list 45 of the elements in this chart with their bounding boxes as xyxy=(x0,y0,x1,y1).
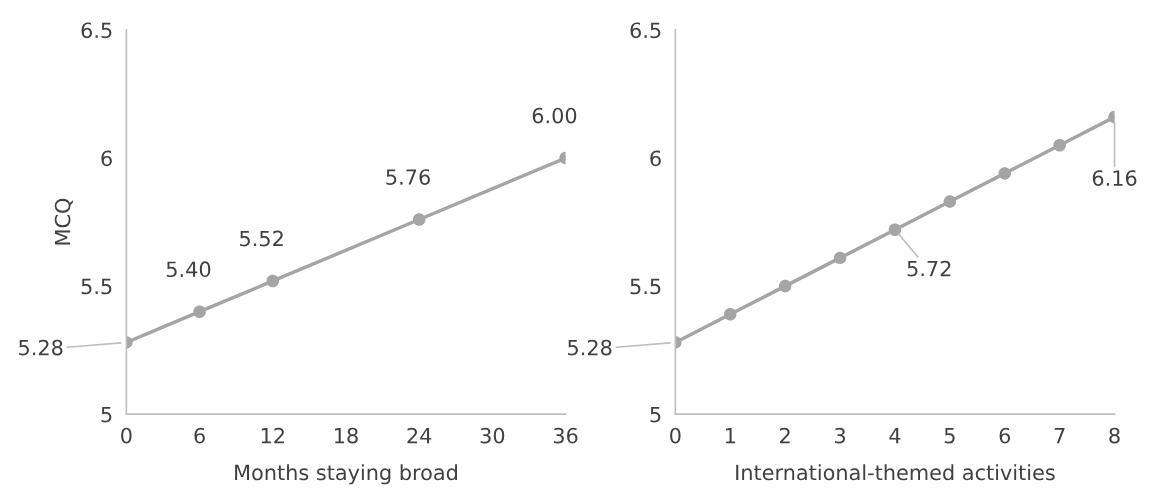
y-axis-title: MCQ xyxy=(54,198,73,245)
x-tick-label: 6 xyxy=(999,427,1011,444)
y-tick-label: 5.5 xyxy=(630,278,661,295)
data-label: 5.28 xyxy=(568,339,612,356)
x-tick-label: 30 xyxy=(480,427,505,444)
point xyxy=(1053,138,1066,152)
data-label: 5.76 xyxy=(386,169,430,185)
data-label: 5.28 xyxy=(19,339,63,356)
x-tick-label: 2 xyxy=(780,427,790,444)
x-tick-label: 7 xyxy=(1054,428,1065,444)
y-tick-label: 5.5 xyxy=(81,278,112,295)
point xyxy=(943,195,957,208)
y-tick-label: 5 xyxy=(101,406,112,423)
point xyxy=(724,308,737,321)
point xyxy=(998,167,1011,180)
x-axis-title: Months staying broad xyxy=(235,464,457,485)
x-tick-label: 18 xyxy=(335,427,358,444)
point xyxy=(412,213,426,226)
x-tick-label: 5 xyxy=(944,428,955,444)
data-label: 5.72 xyxy=(907,260,951,277)
y-tick-label: 6 xyxy=(650,150,661,167)
x-tick-label: 0 xyxy=(670,427,681,444)
point xyxy=(888,223,902,236)
point xyxy=(778,279,792,293)
x-tick-label: 8 xyxy=(1109,427,1120,444)
x-tick-label: 36 xyxy=(553,427,578,444)
point xyxy=(833,251,847,265)
point xyxy=(193,305,206,318)
x-axis-title: International-themed activities xyxy=(736,464,1055,481)
x-tick-label: 3 xyxy=(835,427,845,444)
y-tick-label: 5 xyxy=(650,406,661,423)
x-tick-label: 6 xyxy=(194,427,205,444)
x-tick-label: 0 xyxy=(121,427,132,444)
x-tick-label: 4 xyxy=(889,428,901,444)
x-tick-label: 12 xyxy=(261,427,284,444)
y-tick-label: 6.5 xyxy=(81,22,112,39)
data-label: 6.00 xyxy=(532,107,577,124)
point xyxy=(266,274,280,288)
y-tick-label: 6.5 xyxy=(630,22,661,39)
x-tick-label: 24 xyxy=(407,427,432,444)
x-tick-label: 1 xyxy=(725,428,735,444)
data-label: 5.52 xyxy=(240,230,283,247)
y-tick-label: 6 xyxy=(101,150,112,167)
data-label: 5.40 xyxy=(166,261,211,278)
data-label: 6.16 xyxy=(1092,170,1137,186)
